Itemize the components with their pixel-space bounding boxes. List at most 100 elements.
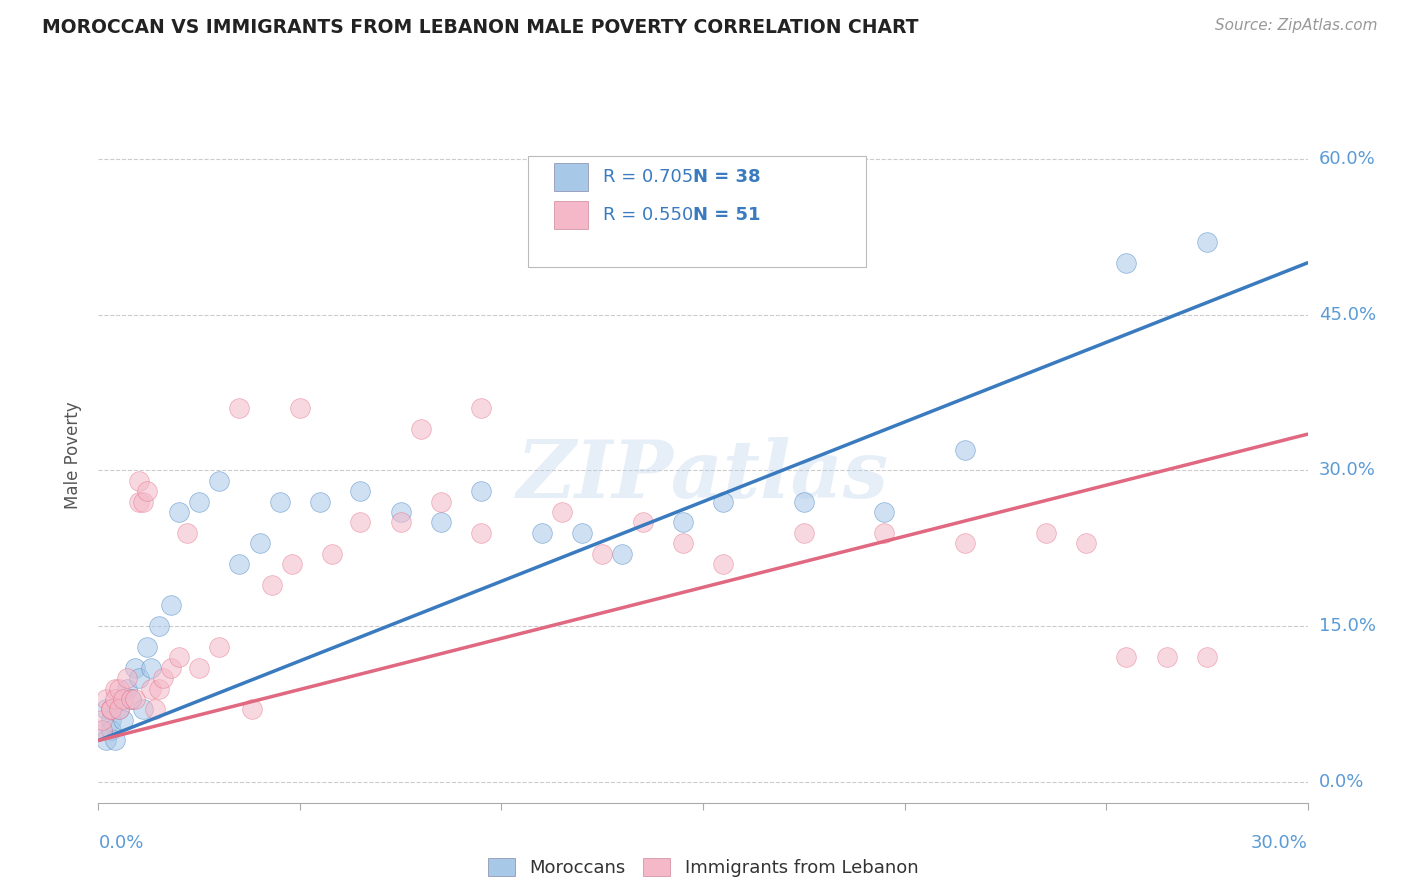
- Text: Source: ZipAtlas.com: Source: ZipAtlas.com: [1215, 18, 1378, 33]
- FancyBboxPatch shape: [554, 201, 588, 228]
- Point: [873, 525, 896, 540]
- Point: [711, 557, 734, 571]
- Point: [111, 692, 134, 706]
- Text: 0.0%: 0.0%: [1319, 773, 1364, 791]
- Point: [167, 505, 190, 519]
- Point: [793, 494, 815, 508]
- Point: [128, 494, 150, 508]
- Point: [132, 494, 155, 508]
- Point: [148, 619, 170, 633]
- Point: [612, 547, 634, 561]
- Point: [135, 640, 157, 654]
- Text: 45.0%: 45.0%: [1319, 306, 1376, 324]
- Point: [139, 661, 162, 675]
- Point: [249, 536, 271, 550]
- Point: [167, 650, 190, 665]
- Point: [124, 692, 146, 706]
- Point: [430, 494, 453, 508]
- Point: [793, 525, 815, 540]
- Point: [152, 671, 174, 685]
- Point: [208, 640, 231, 654]
- Point: [120, 692, 142, 706]
- Point: [176, 525, 198, 540]
- Point: [321, 547, 343, 561]
- Point: [1156, 650, 1178, 665]
- Point: [188, 661, 211, 675]
- Text: R = 0.705: R = 0.705: [603, 168, 693, 186]
- Point: [107, 681, 129, 696]
- Text: MOROCCAN VS IMMIGRANTS FROM LEBANON MALE POVERTY CORRELATION CHART: MOROCCAN VS IMMIGRANTS FROM LEBANON MALE…: [42, 18, 918, 37]
- Point: [188, 494, 211, 508]
- Point: [107, 702, 129, 716]
- FancyBboxPatch shape: [527, 156, 866, 267]
- Point: [107, 702, 129, 716]
- Point: [139, 681, 162, 696]
- Point: [160, 599, 183, 613]
- Point: [260, 578, 283, 592]
- Point: [128, 671, 150, 685]
- Point: [132, 702, 155, 716]
- Point: [1195, 650, 1218, 665]
- Point: [135, 484, 157, 499]
- Text: N = 38: N = 38: [693, 168, 761, 186]
- Point: [124, 661, 146, 675]
- Point: [143, 702, 166, 716]
- Point: [103, 681, 125, 696]
- Point: [115, 681, 138, 696]
- Point: [591, 547, 613, 561]
- Point: [100, 723, 122, 738]
- Point: [1195, 235, 1218, 249]
- Text: 30.0%: 30.0%: [1319, 461, 1375, 480]
- Point: [551, 505, 574, 519]
- Point: [103, 733, 125, 747]
- Point: [953, 536, 976, 550]
- Point: [96, 692, 118, 706]
- Point: [953, 442, 976, 457]
- Point: [349, 484, 371, 499]
- Point: [470, 525, 492, 540]
- Point: [873, 505, 896, 519]
- Text: 60.0%: 60.0%: [1319, 150, 1375, 168]
- Point: [1035, 525, 1057, 540]
- Point: [1074, 536, 1097, 550]
- Point: [120, 692, 142, 706]
- Y-axis label: Male Poverty: Male Poverty: [65, 401, 83, 508]
- Point: [269, 494, 291, 508]
- Point: [1115, 650, 1137, 665]
- Point: [530, 525, 553, 540]
- Point: [281, 557, 304, 571]
- Point: [672, 516, 695, 530]
- Text: R = 0.550: R = 0.550: [603, 206, 693, 224]
- FancyBboxPatch shape: [554, 162, 588, 191]
- Point: [100, 702, 122, 716]
- Point: [672, 536, 695, 550]
- Point: [571, 525, 593, 540]
- Text: 30.0%: 30.0%: [1251, 834, 1308, 852]
- Point: [309, 494, 332, 508]
- Point: [228, 401, 250, 416]
- Point: [91, 723, 114, 738]
- Point: [409, 422, 432, 436]
- Point: [115, 671, 138, 685]
- Point: [240, 702, 263, 716]
- Text: 0.0%: 0.0%: [98, 834, 143, 852]
- Point: [103, 692, 125, 706]
- Point: [100, 713, 122, 727]
- Point: [160, 661, 183, 675]
- Point: [228, 557, 250, 571]
- Point: [208, 474, 231, 488]
- Point: [100, 702, 122, 716]
- Point: [91, 723, 114, 738]
- Text: ZIPatlas: ZIPatlas: [517, 437, 889, 515]
- Point: [470, 484, 492, 499]
- Point: [111, 713, 134, 727]
- Point: [631, 516, 654, 530]
- Point: [1115, 256, 1137, 270]
- Text: N = 51: N = 51: [693, 206, 761, 224]
- Point: [389, 516, 412, 530]
- Point: [349, 516, 371, 530]
- Point: [96, 733, 118, 747]
- Text: 15.0%: 15.0%: [1319, 617, 1375, 635]
- Point: [148, 681, 170, 696]
- Point: [711, 494, 734, 508]
